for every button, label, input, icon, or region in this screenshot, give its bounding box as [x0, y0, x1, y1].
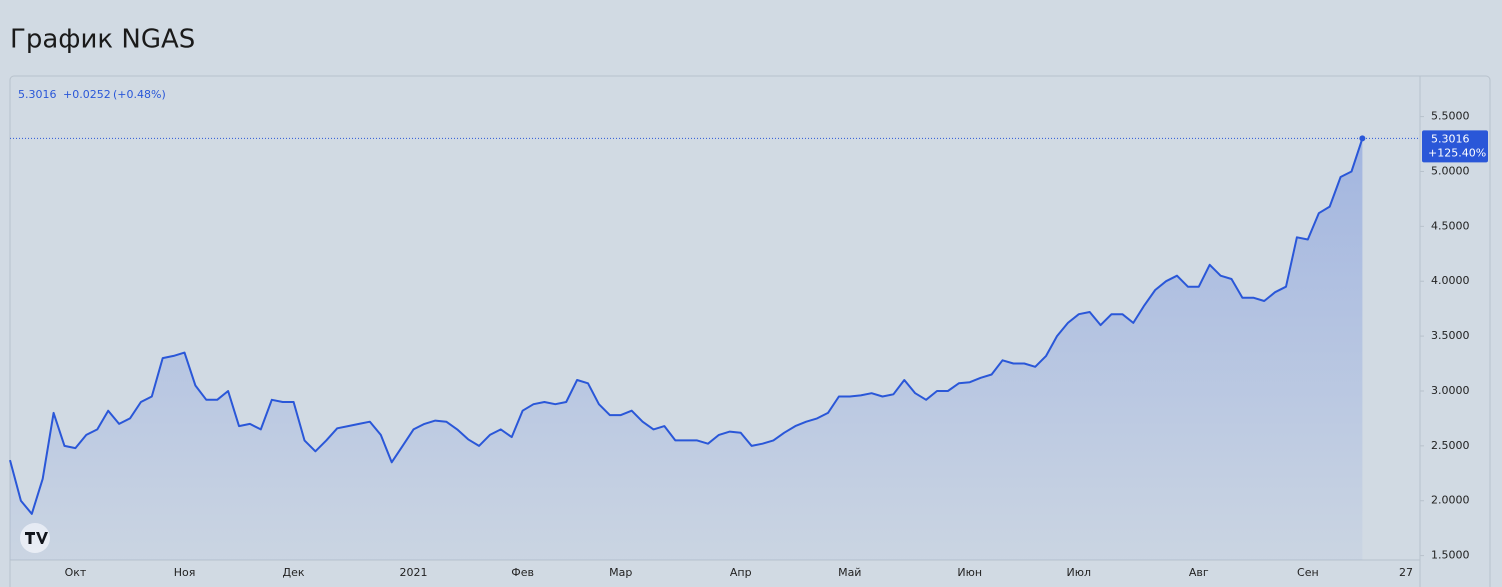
- y-tick-label: 2.0000: [1431, 494, 1470, 507]
- last-point: [1359, 135, 1366, 142]
- chart-title: График NGAS: [10, 25, 195, 55]
- y-tick-label: 4.5000: [1431, 219, 1470, 232]
- x-tick-label: Июл: [1067, 566, 1092, 579]
- x-tick-label: 2021: [400, 566, 428, 579]
- legend-price: 5.3016: [18, 88, 57, 101]
- x-tick-label: Сен: [1297, 566, 1319, 579]
- x-tick-label: Фев: [511, 566, 534, 579]
- y-tick-label: 5.5000: [1431, 110, 1470, 123]
- y-tick-label: 3.5000: [1431, 329, 1470, 342]
- x-tick-label: Ноя: [174, 566, 196, 579]
- price-tag-price: 5.3016: [1431, 132, 1470, 145]
- y-tick-label: 3.0000: [1431, 384, 1470, 397]
- price-tag: [1422, 130, 1488, 163]
- x-tick-label: Июн: [957, 566, 982, 579]
- legend-change: +0.0252: [63, 88, 111, 101]
- line: [9, 138, 1364, 515]
- x-tick-label: 27: [1399, 566, 1413, 579]
- legend-change-pct: (+0.48%): [113, 88, 166, 101]
- y-tick-label: 1.5000: [1431, 549, 1470, 562]
- x-tick-label: Май: [838, 566, 861, 579]
- price-tag-change: +125.40%: [1428, 146, 1486, 159]
- x-tick-label: Авг: [1189, 566, 1209, 579]
- x-tick-label: Мар: [609, 566, 632, 579]
- x-tick-label: Апр: [730, 566, 752, 579]
- x-tick-label: Окт: [65, 566, 87, 579]
- x-tick-label: Дек: [283, 566, 305, 579]
- area: [10, 138, 1363, 560]
- y-tick-label: 2.5000: [1431, 439, 1470, 452]
- y-tick-label: 5.0000: [1431, 164, 1470, 177]
- y-tick-label: 4.0000: [1431, 274, 1470, 287]
